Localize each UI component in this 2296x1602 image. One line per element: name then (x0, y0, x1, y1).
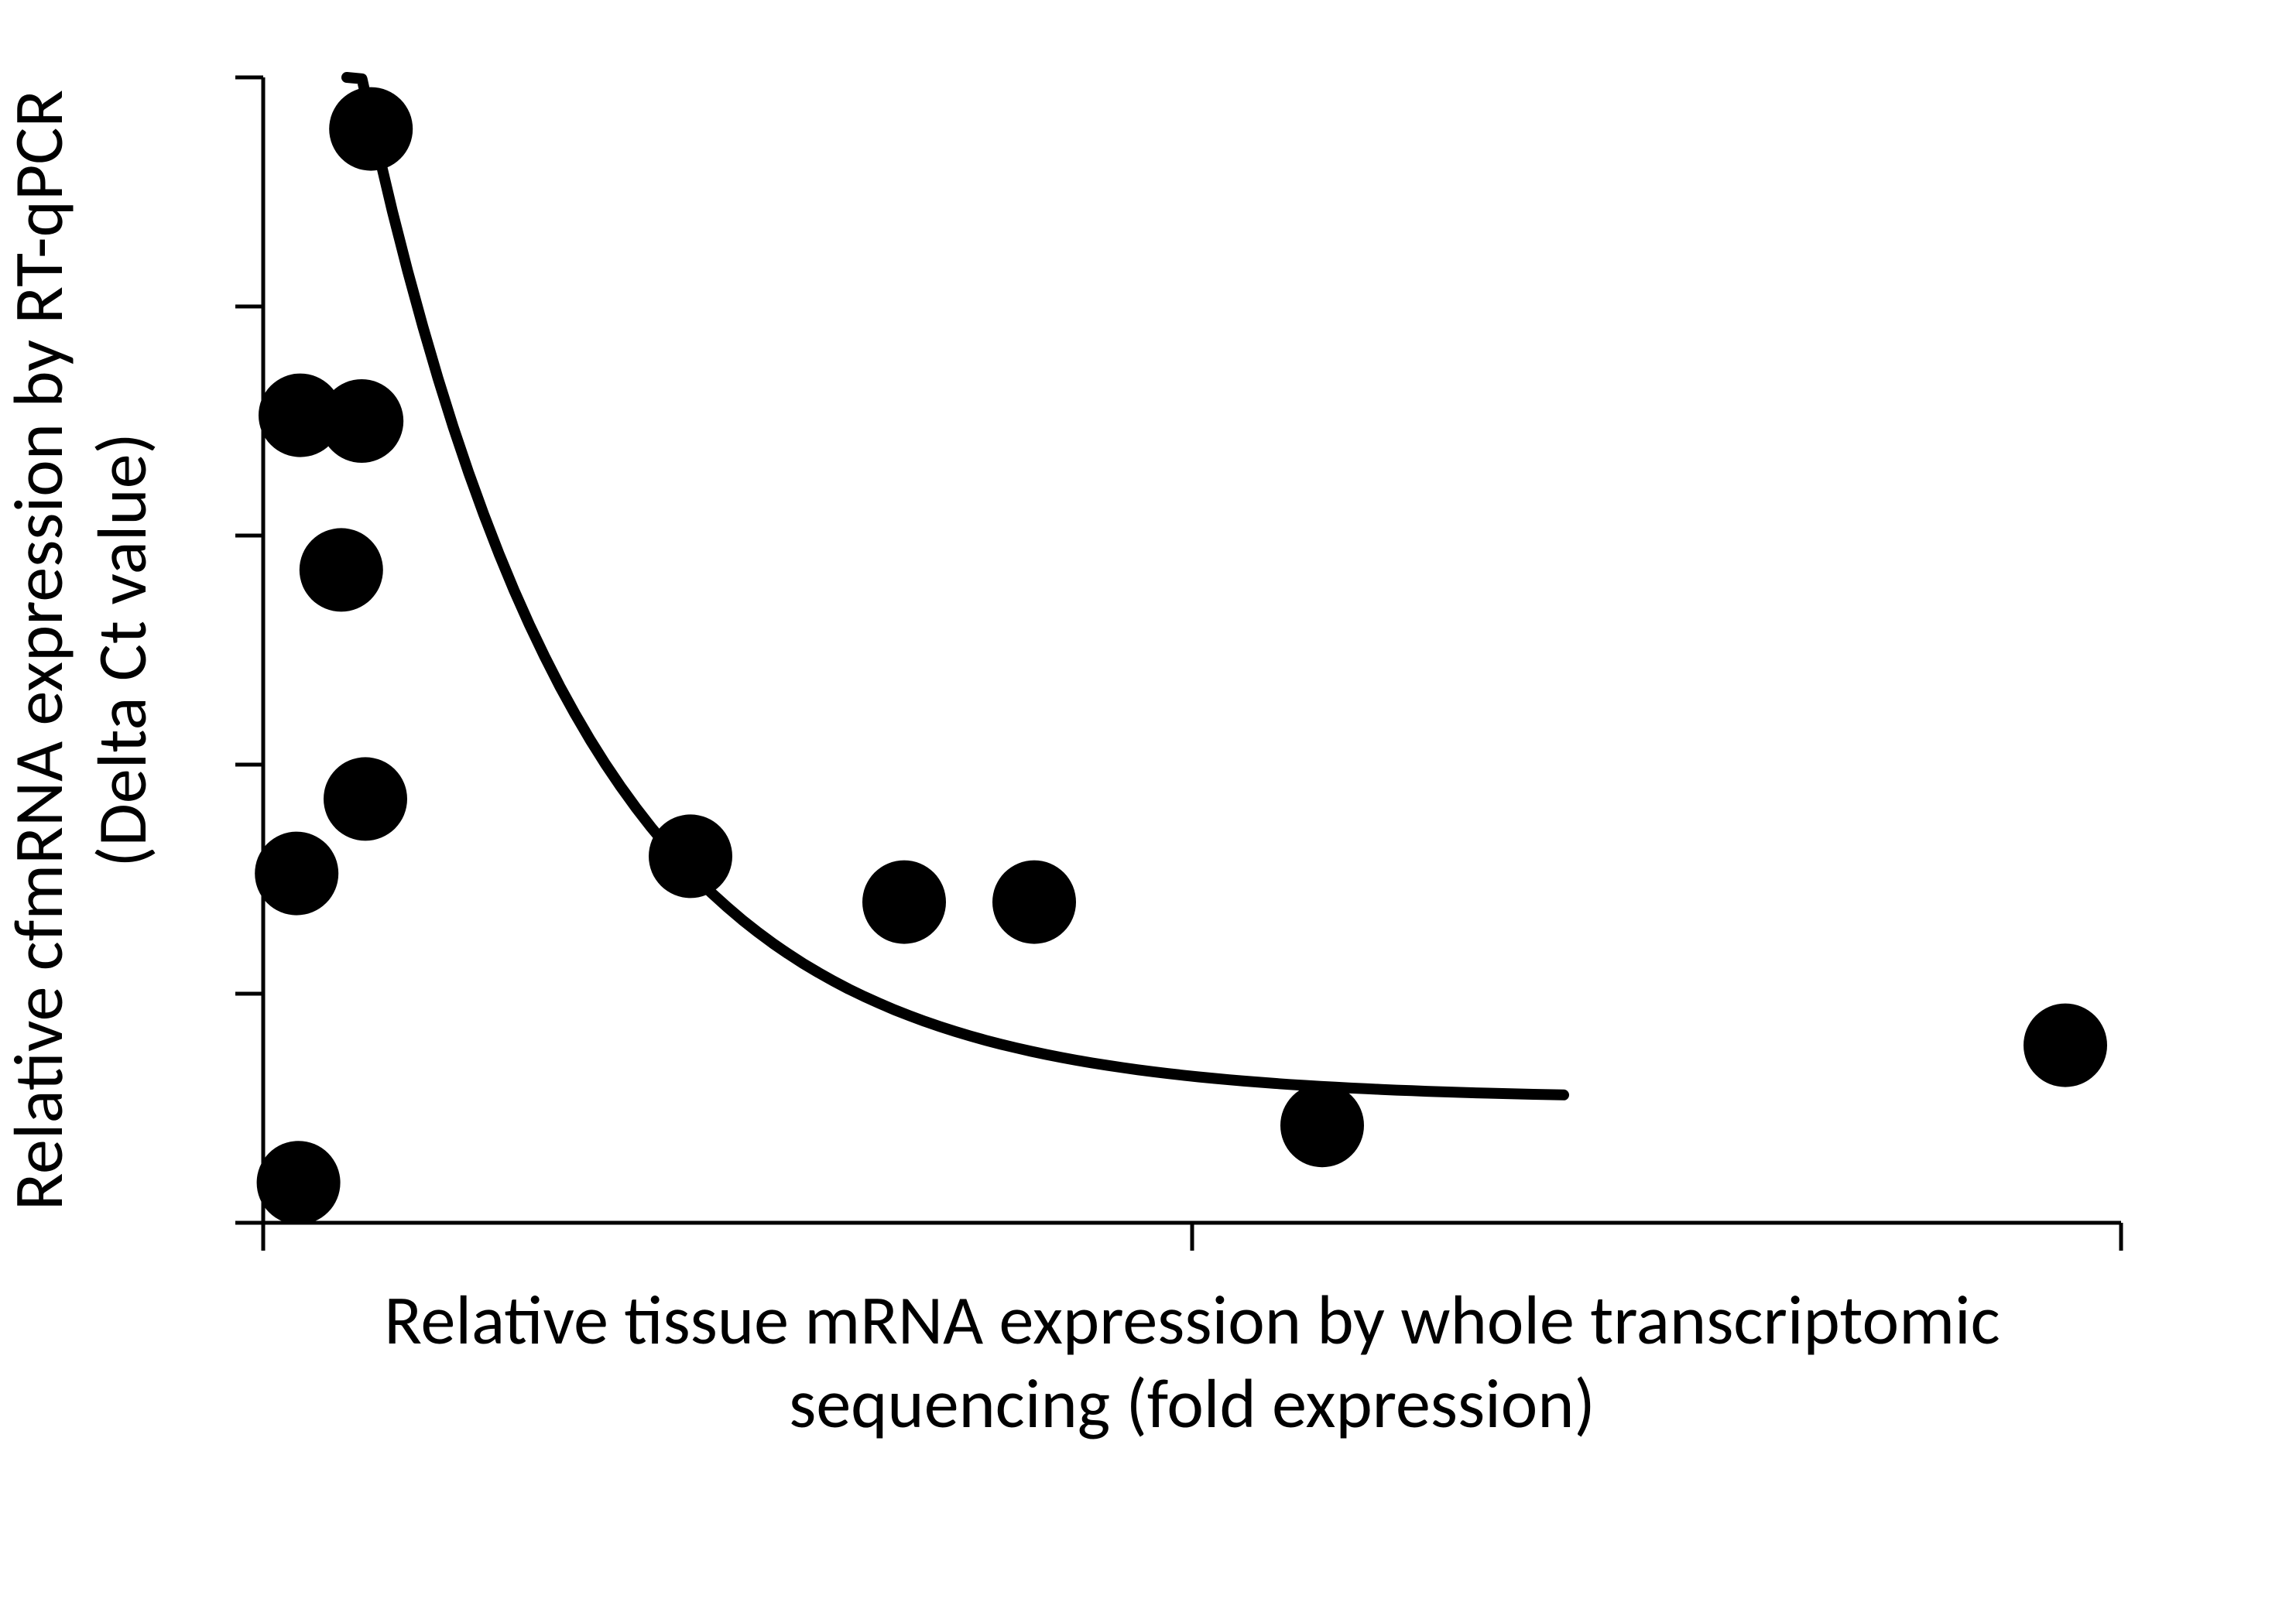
data-point (300, 528, 383, 611)
data-point (324, 757, 407, 840)
trendline (347, 77, 1564, 1095)
y-axis-label-line2: (Delta Ct value) (80, 433, 165, 868)
y-axis-label: Relative cfmRNA expression by RT-qPCR(De… (0, 90, 165, 1211)
x-axis-label-line1: Relative tissue mRNA expression by whole… (384, 1278, 2000, 1363)
data-point (2024, 1004, 2107, 1087)
data-point (992, 861, 1076, 944)
scatter-chart: Relative tissue mRNA expression by whole… (0, 0, 2296, 1602)
data-point (862, 861, 946, 944)
y-axis-label-line1: Relative cfmRNA expression by RT-qPCR (0, 90, 81, 1211)
x-axis-label: Relative tissue mRNA expression by whole… (384, 1278, 2000, 1446)
x-axis-label-line2: sequencing (fold expression) (789, 1361, 1595, 1446)
data-point (320, 379, 403, 463)
data-point (329, 87, 413, 171)
figure-container: Relative tissue mRNA expression by whole… (0, 0, 2296, 1602)
data-point (649, 814, 732, 898)
data-point (255, 832, 338, 916)
data-point (257, 1141, 341, 1224)
data-point (1280, 1083, 1364, 1167)
